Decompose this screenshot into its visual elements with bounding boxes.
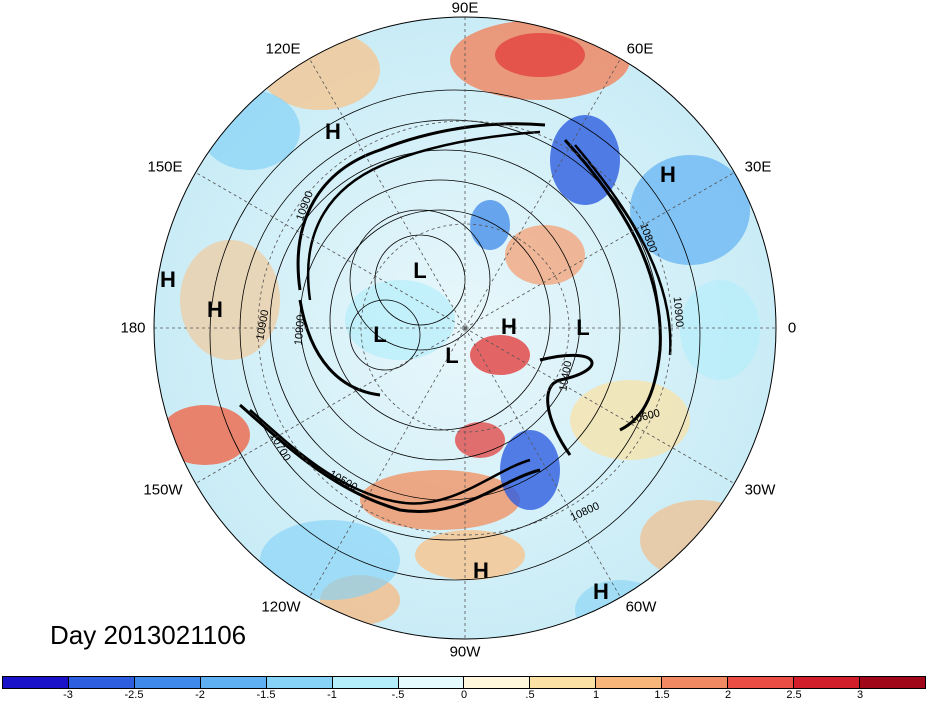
high-pressure-center: H	[660, 162, 676, 187]
colorbar-swatch	[859, 677, 925, 688]
high-pressure-center: H	[207, 297, 223, 322]
colorbar-tick-label: -3	[63, 689, 73, 701]
colorbar-tick-label: -.5	[391, 689, 405, 701]
high-pressure-center: H	[160, 267, 176, 292]
cool-anomaly-southeast	[500, 430, 560, 510]
lon-label-90e: 90E	[451, 0, 479, 17]
colorbar-tick-label: .5	[525, 689, 535, 701]
colorbar-swatch	[464, 677, 531, 688]
lon-label-180: 180	[120, 319, 146, 337]
low-pressure-center: L	[413, 258, 427, 283]
lon-label-0: 0	[787, 319, 797, 337]
colorbar-swatch	[332, 677, 399, 688]
jet-contour-south	[239, 403, 541, 513]
colorbar-swatch	[596, 677, 663, 688]
colorbar-tick-label: -2	[195, 689, 205, 701]
map-boundary	[153, 16, 777, 640]
lon-label-120w: 120W	[261, 598, 301, 616]
colorbar-swatch	[134, 677, 201, 688]
map-title: Day 2013021106	[50, 620, 247, 650]
lon-label-150w: 150W	[143, 481, 183, 499]
warm-anomaly-west	[160, 405, 250, 465]
lon-label-60w: 60W	[625, 598, 657, 616]
colorbar-tick-label: -1	[327, 689, 337, 701]
lon-label-30e: 30E	[744, 158, 772, 176]
high-pressure-center: H	[501, 314, 517, 339]
contour-label: 10900	[670, 296, 686, 328]
colorbar	[2, 676, 926, 689]
colorbar-tick-label: 1	[592, 689, 600, 701]
cool-anomaly-northeast	[550, 115, 620, 205]
colorbar-tick-label: 2	[724, 689, 732, 701]
lon-label-120e: 120E	[265, 40, 301, 58]
colorbar-swatch	[662, 677, 729, 688]
colorbar-swatch	[398, 677, 465, 688]
colorbar-swatch	[3, 677, 69, 688]
colorbar-swatch	[266, 677, 333, 688]
colorbar-swatch	[728, 677, 795, 688]
high-pressure-center: H	[473, 558, 489, 583]
lon-label-30w: 30W	[744, 481, 776, 499]
colorbar-swatch	[68, 677, 135, 688]
colorbar-tick-label: 3	[856, 689, 864, 701]
lon-label-90w: 90W	[449, 643, 481, 661]
colorbar-tick-label: -2.5	[124, 689, 144, 701]
colorbar-swatch	[794, 677, 860, 688]
high-pressure-center: H	[325, 119, 341, 144]
colorbar-swatch	[530, 677, 597, 688]
colorbar-tick-label: 0	[460, 689, 468, 701]
colorbar-tick-label: 2.5	[786, 689, 802, 701]
high-pressure-center: H	[593, 579, 609, 604]
lon-label-150e: 150E	[147, 158, 183, 176]
colorbar-tick-label: -1.5	[256, 689, 276, 701]
colorbar-swatch	[200, 677, 267, 688]
low-pressure-center: L	[445, 343, 459, 368]
graticule	[154, 17, 776, 639]
low-pressure-center: L	[373, 322, 387, 347]
colorbar-tick-label: 1.5	[654, 689, 670, 701]
lon-label-60e: 60E	[626, 40, 654, 58]
low-pressure-center: L	[576, 315, 590, 340]
